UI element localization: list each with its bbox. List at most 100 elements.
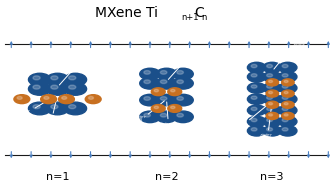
- Circle shape: [282, 79, 294, 86]
- Circle shape: [267, 118, 272, 122]
- Circle shape: [28, 73, 51, 86]
- Circle shape: [33, 105, 40, 109]
- Circle shape: [278, 62, 297, 73]
- Circle shape: [140, 68, 160, 80]
- Circle shape: [64, 83, 87, 95]
- Circle shape: [251, 96, 257, 99]
- Circle shape: [263, 62, 281, 73]
- Circle shape: [177, 113, 183, 117]
- Circle shape: [263, 94, 281, 104]
- Circle shape: [51, 85, 58, 89]
- Circle shape: [284, 114, 288, 116]
- Circle shape: [51, 76, 58, 80]
- Circle shape: [28, 102, 51, 115]
- Circle shape: [269, 114, 273, 116]
- Circle shape: [156, 77, 177, 89]
- Circle shape: [282, 118, 288, 122]
- Circle shape: [251, 74, 257, 77]
- Circle shape: [46, 73, 69, 86]
- Circle shape: [269, 91, 273, 94]
- Circle shape: [33, 85, 40, 89]
- Circle shape: [247, 72, 266, 82]
- Circle shape: [85, 95, 101, 104]
- Circle shape: [282, 90, 294, 97]
- Circle shape: [284, 80, 288, 83]
- Circle shape: [151, 105, 165, 112]
- Circle shape: [144, 70, 151, 74]
- Circle shape: [266, 90, 279, 97]
- Circle shape: [46, 83, 69, 95]
- Circle shape: [46, 102, 69, 115]
- Circle shape: [62, 96, 67, 99]
- Circle shape: [51, 105, 58, 109]
- Circle shape: [247, 62, 266, 73]
- Circle shape: [173, 77, 193, 89]
- Text: $J_{NN}^{inter}$: $J_{NN}^{inter}$: [132, 113, 148, 124]
- Circle shape: [278, 94, 297, 104]
- Circle shape: [282, 85, 288, 88]
- Circle shape: [278, 72, 297, 82]
- Circle shape: [161, 97, 167, 100]
- Text: $J_{NNN}^{inter}$: $J_{NNN}^{inter}$: [41, 114, 57, 125]
- Circle shape: [282, 101, 294, 108]
- Circle shape: [89, 96, 94, 99]
- Circle shape: [251, 118, 257, 122]
- Circle shape: [170, 106, 175, 109]
- Circle shape: [267, 107, 272, 111]
- Circle shape: [251, 128, 257, 131]
- Circle shape: [266, 101, 279, 108]
- Circle shape: [156, 94, 177, 106]
- Circle shape: [161, 113, 167, 117]
- Circle shape: [177, 80, 183, 84]
- Circle shape: [140, 94, 160, 106]
- Circle shape: [59, 95, 74, 104]
- Circle shape: [267, 85, 272, 88]
- Circle shape: [278, 116, 297, 127]
- Circle shape: [282, 112, 294, 119]
- Circle shape: [64, 73, 87, 86]
- Circle shape: [173, 111, 193, 123]
- Circle shape: [284, 103, 288, 105]
- Circle shape: [247, 105, 266, 115]
- Circle shape: [267, 64, 272, 68]
- Circle shape: [44, 96, 49, 99]
- Circle shape: [278, 83, 297, 93]
- Circle shape: [69, 105, 76, 109]
- Circle shape: [41, 95, 57, 104]
- Circle shape: [14, 95, 30, 104]
- Circle shape: [263, 116, 281, 127]
- Circle shape: [161, 80, 167, 84]
- Text: $J_{NN}^{intra}$: $J_{NN}^{intra}$: [184, 56, 199, 67]
- Circle shape: [247, 83, 266, 93]
- Circle shape: [282, 128, 288, 131]
- Circle shape: [154, 89, 159, 92]
- Circle shape: [267, 128, 272, 131]
- Circle shape: [28, 83, 51, 95]
- Text: n=1: n=1: [46, 172, 69, 182]
- Circle shape: [144, 113, 151, 117]
- Circle shape: [278, 105, 297, 115]
- Circle shape: [263, 83, 281, 93]
- Circle shape: [177, 70, 183, 74]
- Circle shape: [69, 85, 76, 89]
- Circle shape: [269, 80, 273, 83]
- Circle shape: [69, 76, 76, 80]
- Circle shape: [251, 85, 257, 88]
- Circle shape: [33, 76, 40, 80]
- Circle shape: [161, 70, 167, 74]
- Text: C: C: [194, 6, 204, 20]
- Circle shape: [156, 68, 177, 80]
- Text: n+1: n+1: [181, 13, 199, 22]
- Circle shape: [173, 94, 193, 106]
- Circle shape: [263, 105, 281, 115]
- Circle shape: [251, 107, 257, 111]
- Circle shape: [284, 91, 288, 94]
- Circle shape: [173, 68, 193, 80]
- Circle shape: [263, 72, 281, 82]
- Circle shape: [17, 96, 22, 99]
- Circle shape: [140, 77, 160, 89]
- Circle shape: [144, 97, 151, 100]
- Text: $J_{NNN}^{inter}$: $J_{NNN}^{inter}$: [157, 120, 173, 131]
- Circle shape: [140, 111, 160, 123]
- Text: $J_{NN}^{inter}$: $J_{NN}^{inter}$: [232, 120, 248, 131]
